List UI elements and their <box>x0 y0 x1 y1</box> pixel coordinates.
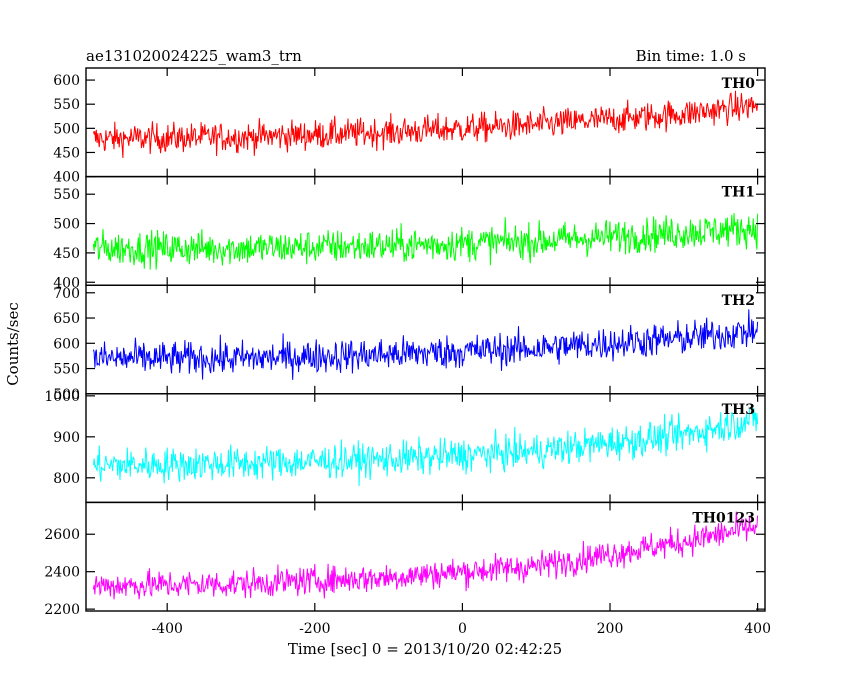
panels: 400 450 500 550 600 TH0 400 450 500 550 TH1 500 550 6… <box>44 67 766 618</box>
y-tick-label: 500 <box>53 387 80 403</box>
y-tick-label: 550 <box>53 97 80 113</box>
panel-label-th3: TH3 <box>722 402 755 418</box>
panel-label-th1: TH1 <box>722 185 755 201</box>
series-line-th0123 <box>92 511 759 600</box>
x-tick-label: -400 <box>151 621 182 637</box>
y-tick-label: 600 <box>53 73 80 89</box>
series-line-th2 <box>92 309 759 380</box>
y-tick-label: 800 <box>53 471 80 487</box>
series-line-th0 <box>92 90 759 159</box>
y-tick-label: 2200 <box>44 602 80 618</box>
x-tick-label: 200 <box>597 621 624 637</box>
y-tick-label: 700 <box>53 286 80 302</box>
y-tick-label: 1000 <box>44 389 80 405</box>
panel-th0123: 2200 2400 2600 TH0123 <box>44 501 766 618</box>
y-tick-label: 550 <box>53 362 80 378</box>
y-tick-label: 450 <box>53 145 80 161</box>
y-tick-label: 2600 <box>44 527 80 543</box>
y-tick-label: 900 <box>53 430 80 446</box>
panel-th1: 400 450 500 550 TH1 <box>53 175 766 291</box>
x-tick-label: 400 <box>744 621 771 637</box>
y-tick-label: 500 <box>53 121 80 137</box>
panel-label-th2: TH2 <box>722 293 755 309</box>
panel-frame <box>85 393 766 504</box>
y-tick-label: 400 <box>53 170 80 186</box>
x-axis-ticks: -400 -200 0 200 400 <box>151 621 771 637</box>
panel-frame <box>85 501 766 612</box>
panel-label-th0: TH0 <box>722 76 756 92</box>
y-tick-label: 550 <box>53 187 80 203</box>
series-line-th3 <box>92 405 759 487</box>
y-axis-title: Counts/sec <box>4 302 22 386</box>
x-tick-label: 0 <box>458 621 467 637</box>
y-tick-label: 2400 <box>44 565 80 581</box>
panel-th3: 800 900 1000 TH3 <box>44 389 766 504</box>
series-line-th1 <box>92 213 759 270</box>
panel-label-th0123: TH0123 <box>692 510 755 526</box>
chart-title: ae131020024225_wam3_trn <box>86 47 302 65</box>
y-tick-label: 500 <box>53 217 80 233</box>
y-tick-label: 400 <box>53 275 80 291</box>
y-tick-label: 600 <box>53 336 80 352</box>
x-tick-label: -200 <box>299 621 330 637</box>
bin-time-label: Bin time: 1.0 s <box>636 47 746 65</box>
x-axis-title: Time [sec] 0 = 2013/10/20 02:42:25 <box>288 640 562 658</box>
y-tick-label: 650 <box>53 311 80 327</box>
panel-th2: 500 550 600 650 700 TH2 <box>53 284 766 403</box>
y-tick-label: 450 <box>53 246 80 262</box>
panel-frame <box>85 284 766 395</box>
panel-th0: 400 450 500 550 600 TH0 <box>53 67 766 186</box>
